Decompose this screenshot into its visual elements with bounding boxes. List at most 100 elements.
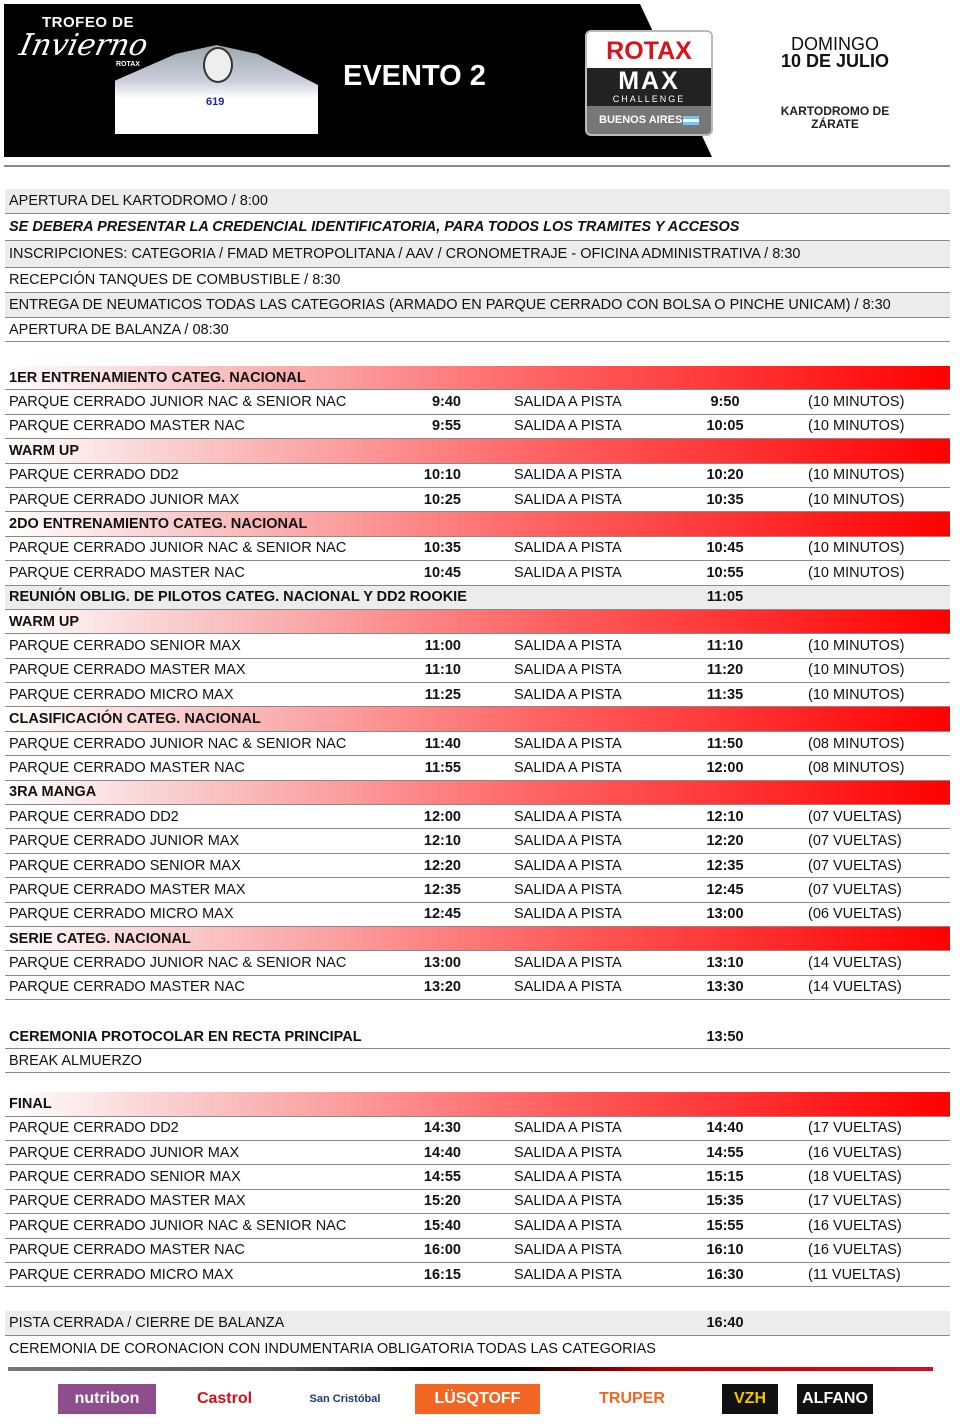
row-label: PARQUE CERRADO MASTER NAC bbox=[9, 418, 245, 435]
salida-time: 13:50 bbox=[706, 1028, 744, 1045]
salida-label: SALIDA A PISTA bbox=[514, 735, 622, 752]
salida-time: 9:50 bbox=[710, 394, 740, 411]
duration: (17 VUELTAS) bbox=[808, 1120, 902, 1137]
salida-time: 12:45 bbox=[706, 881, 744, 898]
salida-time: 14:55 bbox=[706, 1144, 744, 1161]
salida-label: SALIDA A PISTA bbox=[514, 955, 622, 972]
salida-time: 12:10 bbox=[706, 808, 744, 825]
row-label: PARQUE CERRADO MASTER NAC bbox=[9, 759, 245, 776]
salida-label: SALIDA A PISTA bbox=[514, 1169, 622, 1186]
salida-time: 16:10 bbox=[706, 1242, 744, 1259]
duration: (10 MINUTOS) bbox=[808, 418, 905, 435]
salida-time: 13:10 bbox=[706, 955, 744, 972]
region-block: BUENOS AIRES bbox=[587, 106, 711, 134]
salida-time: 16:30 bbox=[706, 1266, 744, 1283]
table-row: PARQUE CERRADO MASTER MAX 15:20 SALIDA A P… bbox=[5, 1190, 950, 1215]
salida-time: 13:30 bbox=[706, 979, 744, 996]
salida-time: 15:55 bbox=[706, 1217, 744, 1234]
table-row: PARQUE CERRADO MASTER MAX 11:10 SALIDA A P… bbox=[5, 659, 950, 684]
sponsor-logo: nutribon bbox=[58, 1384, 156, 1414]
table-row: PARQUE CERRADO MICRO MAX 12:45 SALIDA A PI… bbox=[5, 903, 950, 927]
row-label: BREAK ALMUERZO bbox=[9, 1052, 142, 1069]
duration: (16 VUELTAS) bbox=[808, 1144, 902, 1161]
row-label: PARQUE CERRADO JUNIOR NAC & SENIOR NAC bbox=[9, 540, 347, 557]
duration: (18 VUELTAS) bbox=[808, 1169, 902, 1186]
salida-time: 11:20 bbox=[706, 662, 744, 679]
spacer bbox=[5, 342, 950, 366]
row-label: PARQUE CERRADO MASTER NAC bbox=[9, 1242, 245, 1259]
parque-time: 11:40 bbox=[424, 735, 461, 752]
table-row: PARQUE CERRADO MASTER NAC 13:20 SALIDA A P… bbox=[5, 976, 950, 1001]
table-row: PARQUE CERRADO JUNIOR NAC & SENIOR NAC 10… bbox=[5, 537, 950, 562]
salida-label: SALIDA A PISTA bbox=[514, 467, 622, 484]
parque-time: 12:00 bbox=[423, 808, 461, 825]
table-row: PARQUE CERRADO MASTER NAC 16:00 SALIDA A P… bbox=[5, 1239, 950, 1263]
table-row: RECEPCIÓN TANQUES DE COMBUSTIBLE / 8:30 bbox=[5, 268, 950, 293]
duration: (07 VUELTAS) bbox=[808, 881, 902, 898]
salida-time: 10:55 bbox=[706, 564, 744, 581]
row-label: PARQUE CERRADO MASTER MAX bbox=[9, 662, 246, 679]
spacer bbox=[5, 1287, 950, 1311]
venue: KARTODROMO DE ZÁRATE bbox=[780, 104, 890, 131]
salida-time: 12:00 bbox=[706, 759, 744, 776]
row-label: PARQUE CERRADO SENIOR MAX bbox=[9, 1169, 241, 1186]
salida-time: 13:00 bbox=[706, 906, 744, 923]
section-header: 3RA MANGA bbox=[5, 780, 950, 806]
table-row: PISTA CERRADA / CIERRE DE BALANZA 16:40 bbox=[5, 1311, 950, 1337]
salida-time: 11:35 bbox=[706, 686, 744, 703]
parque-time: 12:45 bbox=[423, 906, 461, 923]
parque-time: 14:55 bbox=[423, 1169, 461, 1186]
section-header: SERIE CATEG. NACIONAL bbox=[5, 926, 950, 952]
table-row: PARQUE CERRADO MASTER MAX 12:35 SALIDA A P… bbox=[5, 878, 950, 903]
section-header: WARM UP bbox=[5, 609, 950, 635]
duration: (17 VUELTAS) bbox=[808, 1193, 902, 1210]
sponsor-logo: VZH bbox=[722, 1384, 778, 1414]
table-row: PARQUE CERRADO JUNIOR MAX 10:25 SALIDA A P… bbox=[5, 488, 950, 513]
row-label: PARQUE CERRADO JUNIOR MAX bbox=[9, 1144, 240, 1161]
salida-label: SALIDA A PISTA bbox=[514, 1242, 622, 1259]
max-text: MAX bbox=[618, 67, 680, 95]
row-label: PARQUE CERRADO MASTER MAX bbox=[9, 1193, 246, 1210]
duration: (10 MINUTOS) bbox=[808, 637, 905, 654]
row-label: PARQUE CERRADO MICRO MAX bbox=[9, 1266, 234, 1283]
salida-time: 11:50 bbox=[706, 735, 744, 752]
table-row: PARQUE CERRADO DD2 14:30 SALIDA A PISTA 14:… bbox=[5, 1117, 950, 1141]
salida-time: 16:40 bbox=[706, 1315, 744, 1332]
kart-number: 619 bbox=[203, 95, 228, 109]
sponsor-logos: nutribon Castrol San Cristóbal LÜSQTOFF TRUP… bbox=[0, 1384, 960, 1416]
event-title: EVENTO 2 bbox=[343, 60, 486, 92]
row-label: FINAL bbox=[9, 1095, 52, 1112]
table-row: APERTURA DE BALANZA / 08:30 bbox=[5, 318, 950, 342]
row-label: INSCRIPCIONES: CATEGORIA / FMAD METROPOL… bbox=[9, 246, 801, 262]
section-header: 2DO ENTRENAMIENTO CATEG. NACIONAL bbox=[5, 512, 950, 537]
duration: (10 MINUTOS) bbox=[808, 662, 905, 679]
table-row: PARQUE CERRADO SENIOR MAX 11:00 SALIDA A P… bbox=[5, 634, 950, 659]
parque-time: 16:15 bbox=[423, 1266, 461, 1283]
row-label: PARQUE CERRADO JUNIOR NAC & SENIOR NAC bbox=[9, 394, 347, 411]
row-label: PARQUE CERRADO MASTER NAC bbox=[9, 564, 245, 581]
date-text: 10 DE JULIO bbox=[780, 51, 890, 71]
date-day: DOMINGO bbox=[791, 34, 879, 54]
salida-label: SALIDA A PISTA bbox=[514, 418, 622, 435]
row-label: CEREMONIA DE CORONACION CON INDUMENTARIA… bbox=[9, 1341, 656, 1358]
row-label: APERTURA DE BALANZA / 08:30 bbox=[9, 321, 229, 338]
duration: (10 MINUTOS) bbox=[808, 491, 905, 508]
table-row: APERTURA DEL KARTODROMO / 8:00 bbox=[5, 189, 950, 214]
duration: (10 MINUTOS) bbox=[808, 467, 905, 484]
duration: (08 MINUTOS) bbox=[808, 759, 905, 776]
parque-time: 14:30 bbox=[423, 1120, 461, 1137]
salida-time: 10:20 bbox=[706, 467, 744, 484]
table-row: PARQUE CERRADO SENIOR MAX 12:20 SALIDA A P… bbox=[5, 854, 950, 879]
row-label: PARQUE CERRADO DD2 bbox=[9, 467, 179, 484]
salida-label: SALIDA A PISTA bbox=[514, 881, 622, 898]
logo-subtext: ROTAX bbox=[116, 61, 140, 68]
salida-time: 15:35 bbox=[706, 1193, 744, 1210]
sponsor-logo: Castrol bbox=[177, 1384, 272, 1414]
duration: (10 MINUTOS) bbox=[808, 540, 905, 557]
parque-time: 15:20 bbox=[423, 1193, 461, 1210]
section-header: WARM UP bbox=[5, 439, 950, 464]
row-label: PARQUE CERRADO DD2 bbox=[9, 1120, 179, 1137]
salida-time: 12:20 bbox=[706, 833, 744, 850]
parque-time: 13:00 bbox=[423, 955, 461, 972]
parque-time: 15:40 bbox=[423, 1217, 461, 1234]
